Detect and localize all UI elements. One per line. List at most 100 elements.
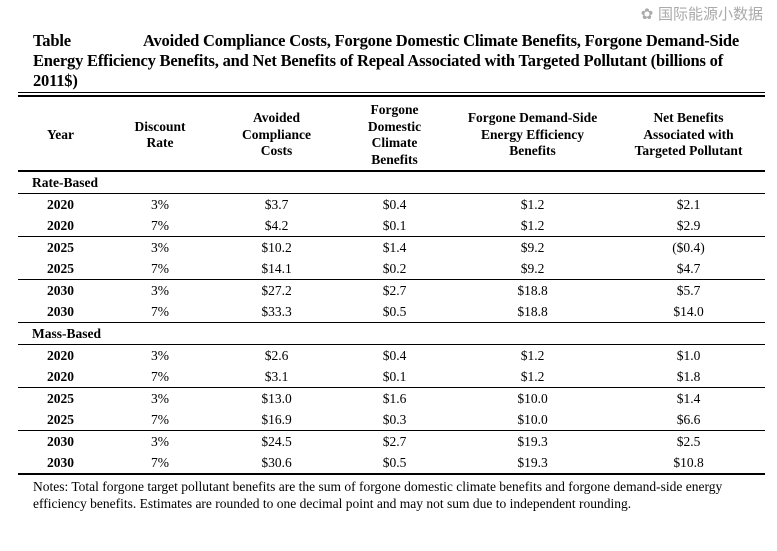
table-row: 2020 3% $2.6 $0.4 $1.2 $1.0 <box>18 345 765 367</box>
table-cell: $1.4 <box>382 240 407 255</box>
table-cell: $1.2 <box>453 215 612 237</box>
document: Table Avoided Compliance Costs, Forgone D… <box>18 0 765 512</box>
table-cell: $3.7 <box>264 197 289 212</box>
table-cell: $4.2 <box>217 215 336 237</box>
title-divider <box>18 92 765 97</box>
section-row: Mass-Based <box>18 322 765 345</box>
table-cell: $0.1 <box>336 366 453 388</box>
table-cell: 3% <box>151 197 169 212</box>
table-cell: 7% <box>103 301 217 323</box>
table-cell: $19.3 <box>453 452 612 475</box>
table-cell: $5.7 <box>676 283 701 298</box>
header-efficiency-benefits: Forgone Demand-Side Energy Efficiency Be… <box>453 100 612 172</box>
table-cell: $9.2 <box>453 258 612 280</box>
table-cell: $33.3 <box>217 301 336 323</box>
data-table: Year Discount Rate Avoided Compliance Co… <box>18 100 765 475</box>
table-cell: 2030 <box>18 452 103 475</box>
table-cell: 3% <box>151 348 169 363</box>
table-cell: $18.8 <box>453 301 612 323</box>
section-label: Rate-Based <box>18 171 765 194</box>
table-cell: 7% <box>103 366 217 388</box>
table-cell: $2.9 <box>612 215 765 237</box>
table-cell: $2.6 <box>264 348 289 363</box>
table-row: 2025 7% $14.1 $0.2 $9.2 $4.7 <box>18 258 765 280</box>
table-cell: 2025 <box>18 409 103 431</box>
table-cell: $4.7 <box>612 258 765 280</box>
table-row: 2025 3% $10.2 $1.4 $9.2 ($0.4) <box>18 237 765 259</box>
table-notes: Notes: Total forgone target pollutant be… <box>33 479 723 511</box>
table-cell: $9.2 <box>520 240 545 255</box>
table-cell: $30.6 <box>217 452 336 475</box>
table-row: 2030 3% $27.2 $2.7 $18.8 $5.7 <box>18 280 765 302</box>
table-row: 2020 3% $3.7 $0.4 $1.2 $2.1 <box>18 194 765 216</box>
table-cell: $0.3 <box>336 409 453 431</box>
table-cell: 2020 <box>18 215 103 237</box>
table-row: 2025 3% $13.0 $1.6 $10.0 $1.4 <box>18 388 765 410</box>
header-net-benefits: Net Benefits Associated with Targeted Po… <box>612 100 765 172</box>
table-cell: $10.8 <box>612 452 765 475</box>
table-caption: Avoided Compliance Costs, Forgone Domest… <box>33 31 739 90</box>
table-cell: $1.0 <box>676 348 701 363</box>
header-discount-rate: Discount Rate <box>103 100 217 172</box>
watermark: ✿ 国际能源小数据 <box>640 5 763 23</box>
table-cell: 2025 <box>47 240 74 255</box>
table-cell: $2.7 <box>382 283 407 298</box>
table-cell: $6.6 <box>612 409 765 431</box>
table-cell: 2030 <box>47 434 74 449</box>
table-cell: $10.0 <box>453 409 612 431</box>
table-cell: 7% <box>103 215 217 237</box>
section-label: Mass-Based <box>18 322 765 345</box>
table-label: Table <box>33 31 71 50</box>
table-cell: 2030 <box>18 301 103 323</box>
table-cell: 2025 <box>18 258 103 280</box>
table-cell: $1.6 <box>382 391 407 406</box>
table-cell: $1.4 <box>676 391 701 406</box>
table-cell: 2025 <box>47 391 74 406</box>
table-cell: $0.5 <box>336 452 453 475</box>
table-row: 2020 7% $4.2 $0.1 $1.2 $2.9 <box>18 215 765 237</box>
table-cell: $10.2 <box>261 240 292 255</box>
header-climate-benefits: Forgone Domestic Climate Benefits <box>336 100 453 172</box>
table-cell: 2020 <box>18 366 103 388</box>
table-cell: $14.0 <box>612 301 765 323</box>
table-cell: $19.3 <box>517 434 548 449</box>
table-cell: 2020 <box>47 197 74 212</box>
table-cell: 7% <box>103 409 217 431</box>
table-cell: $1.2 <box>520 348 545 363</box>
table-cell: 7% <box>103 258 217 280</box>
header-avoided-costs: Avoided Compliance Costs <box>217 100 336 172</box>
table-row: 2020 7% $3.1 $0.1 $1.2 $1.8 <box>18 366 765 388</box>
table-cell: $2.1 <box>676 197 701 212</box>
table-cell: $10.0 <box>517 391 548 406</box>
table-cell: $0.2 <box>336 258 453 280</box>
section-row: Rate-Based <box>18 171 765 194</box>
table-cell: $3.1 <box>217 366 336 388</box>
table-cell: $1.2 <box>520 197 545 212</box>
watermark-text: 国际能源小数据 <box>657 5 763 23</box>
table-cell: 3% <box>151 283 169 298</box>
table-cell: $0.4 <box>382 348 407 363</box>
table-cell: $0.1 <box>336 215 453 237</box>
table-cell: 3% <box>151 240 169 255</box>
table-cell: $18.8 <box>517 283 548 298</box>
header-row: Year Discount Rate Avoided Compliance Co… <box>18 100 765 172</box>
table-cell: 7% <box>103 452 217 475</box>
table-cell: $0.4 <box>382 197 407 212</box>
table-cell: 2030 <box>47 283 74 298</box>
header-year: Year <box>18 100 103 172</box>
table-cell: $13.0 <box>261 391 292 406</box>
table-cell: $1.2 <box>453 366 612 388</box>
table-cell: $16.9 <box>217 409 336 431</box>
table-cell: $0.5 <box>336 301 453 323</box>
table-row: 2030 7% $33.3 $0.5 $18.8 $14.0 <box>18 301 765 323</box>
table-cell: ($0.4) <box>672 240 705 255</box>
table-row: 2030 3% $24.5 $2.7 $19.3 $2.5 <box>18 431 765 453</box>
table-cell: $2.7 <box>382 434 407 449</box>
table-cell: 3% <box>151 391 169 406</box>
table-cell: $14.1 <box>217 258 336 280</box>
table-title: Table Avoided Compliance Costs, Forgone D… <box>33 31 763 91</box>
table-cell: $1.8 <box>612 366 765 388</box>
table-cell: $2.5 <box>676 434 701 449</box>
table-cell: $27.2 <box>261 283 292 298</box>
table-row: 2025 7% $16.9 $0.3 $10.0 $6.6 <box>18 409 765 431</box>
